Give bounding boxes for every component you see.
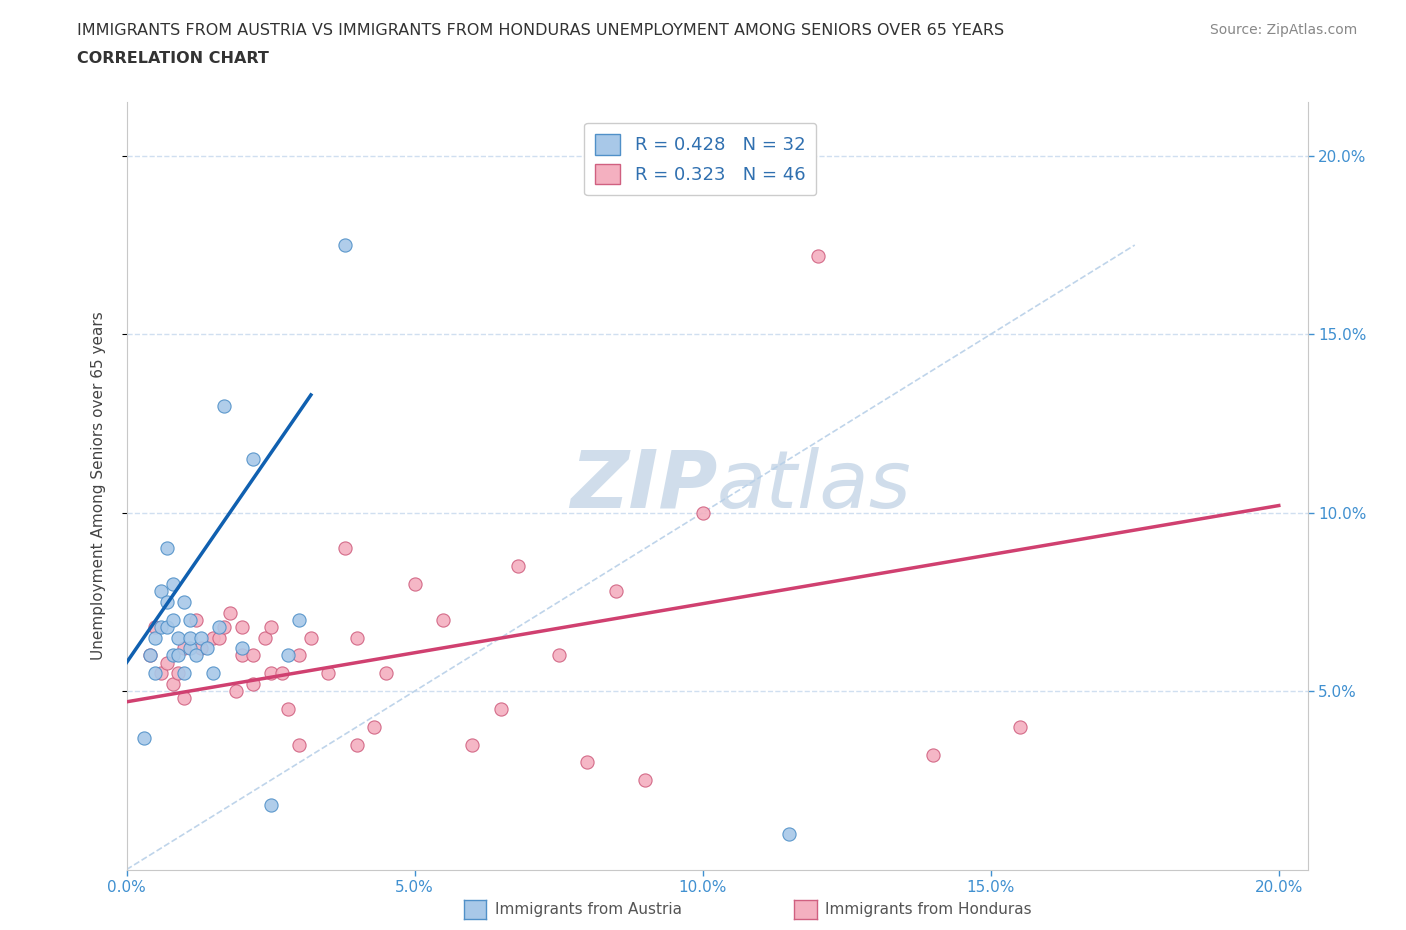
Point bbox=[1008, 720, 1031, 735]
Point bbox=[173, 594, 195, 609]
Point bbox=[231, 619, 253, 634]
Point bbox=[167, 631, 190, 645]
Point bbox=[461, 737, 484, 752]
Point bbox=[143, 631, 166, 645]
Point bbox=[156, 655, 179, 670]
Point bbox=[335, 541, 357, 556]
Text: Immigrants from Austria: Immigrants from Austria bbox=[495, 902, 682, 917]
Point bbox=[259, 666, 281, 681]
Point bbox=[288, 648, 311, 663]
Point bbox=[208, 619, 231, 634]
Point bbox=[162, 577, 184, 591]
Point bbox=[162, 612, 184, 627]
Point bbox=[271, 666, 294, 681]
Point bbox=[173, 666, 195, 681]
Point bbox=[242, 648, 264, 663]
Point bbox=[288, 612, 311, 627]
Point bbox=[363, 720, 385, 735]
Point bbox=[346, 737, 368, 752]
Point bbox=[576, 755, 599, 770]
Text: CORRELATION CHART: CORRELATION CHART bbox=[77, 51, 269, 66]
Point bbox=[277, 701, 299, 716]
Point bbox=[374, 666, 396, 681]
Legend: R = 0.428   N = 32, R = 0.323   N = 46: R = 0.428 N = 32, R = 0.323 N = 46 bbox=[585, 123, 817, 195]
Point bbox=[259, 798, 281, 813]
Text: ZIP: ZIP bbox=[569, 447, 717, 525]
Point bbox=[214, 619, 236, 634]
Point bbox=[143, 666, 166, 681]
Point bbox=[634, 773, 657, 788]
Point bbox=[277, 648, 299, 663]
Point bbox=[179, 641, 201, 656]
Point bbox=[299, 631, 322, 645]
Point bbox=[605, 584, 627, 599]
Point bbox=[346, 631, 368, 645]
Point bbox=[253, 631, 276, 645]
Point bbox=[219, 605, 242, 620]
Point bbox=[201, 631, 224, 645]
Point bbox=[242, 452, 264, 467]
Point bbox=[288, 737, 311, 752]
Point bbox=[547, 648, 569, 663]
Point bbox=[150, 619, 173, 634]
Point bbox=[138, 648, 160, 663]
Point bbox=[231, 641, 253, 656]
Point bbox=[132, 730, 155, 745]
Point bbox=[208, 631, 231, 645]
Point bbox=[225, 684, 247, 698]
Point bbox=[190, 641, 212, 656]
Point bbox=[173, 691, 195, 706]
Point bbox=[335, 237, 357, 252]
Point bbox=[231, 648, 253, 663]
Point bbox=[167, 666, 190, 681]
Point bbox=[179, 612, 201, 627]
Text: Immigrants from Honduras: Immigrants from Honduras bbox=[825, 902, 1032, 917]
Point bbox=[179, 631, 201, 645]
Point bbox=[150, 584, 173, 599]
Point bbox=[807, 248, 830, 263]
Point bbox=[316, 666, 339, 681]
Point bbox=[242, 676, 264, 691]
Point bbox=[508, 559, 530, 574]
Point bbox=[184, 648, 207, 663]
Point bbox=[162, 648, 184, 663]
Point bbox=[156, 541, 179, 556]
Point bbox=[162, 676, 184, 691]
Point bbox=[692, 505, 714, 520]
Point bbox=[922, 748, 945, 763]
Point bbox=[259, 619, 281, 634]
Point bbox=[201, 666, 224, 681]
Text: Source: ZipAtlas.com: Source: ZipAtlas.com bbox=[1209, 23, 1357, 37]
Point bbox=[150, 666, 173, 681]
Point bbox=[489, 701, 512, 716]
Point bbox=[143, 619, 166, 634]
Point bbox=[404, 577, 426, 591]
Y-axis label: Unemployment Among Seniors over 65 years: Unemployment Among Seniors over 65 years bbox=[91, 312, 105, 660]
Point bbox=[778, 827, 800, 842]
Text: IMMIGRANTS FROM AUSTRIA VS IMMIGRANTS FROM HONDURAS UNEMPLOYMENT AMONG SENIORS O: IMMIGRANTS FROM AUSTRIA VS IMMIGRANTS FR… bbox=[77, 23, 1004, 38]
Point bbox=[138, 648, 160, 663]
Text: atlas: atlas bbox=[717, 447, 912, 525]
Point bbox=[173, 641, 195, 656]
Point bbox=[190, 631, 212, 645]
Point bbox=[432, 612, 454, 627]
Point bbox=[156, 619, 179, 634]
Point bbox=[214, 398, 236, 413]
Point bbox=[195, 641, 218, 656]
Point bbox=[156, 594, 179, 609]
Point bbox=[184, 612, 207, 627]
Point bbox=[167, 648, 190, 663]
